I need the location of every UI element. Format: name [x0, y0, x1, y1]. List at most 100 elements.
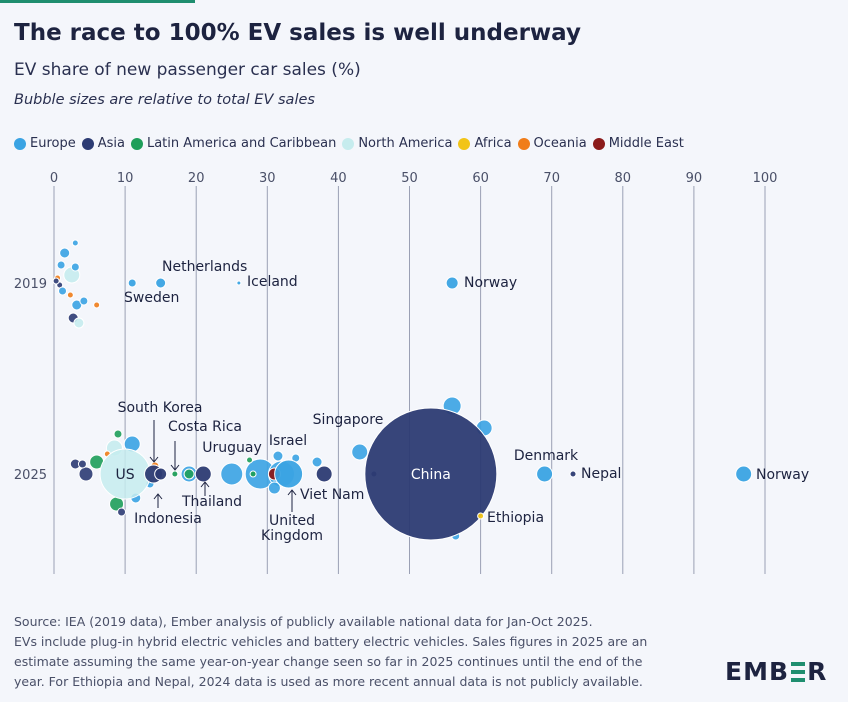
legend-swatch — [458, 137, 471, 150]
bubble — [79, 296, 89, 306]
bubble-norway — [735, 465, 753, 483]
footer-notes: Source: IEA (2019 data), Ember analysis … — [14, 612, 694, 692]
footer-note-2: estimate assuming the same year-on-year … — [14, 654, 643, 669]
x-tick-label: 90 — [686, 171, 703, 186]
label-arrowhead — [200, 481, 210, 488]
label-arrowhead — [170, 464, 180, 471]
footer-note-1: EVs include plug-in hybrid electric vehi… — [14, 634, 648, 649]
legend-label: Middle East — [608, 136, 684, 151]
legend-item: North America — [342, 136, 452, 151]
point-label: Singapore — [313, 412, 384, 428]
bubble-iceland — [236, 280, 242, 286]
bubble — [71, 299, 83, 311]
bubble-ethiopia — [477, 512, 485, 520]
point-label: South Korea — [118, 400, 203, 416]
legend-item: Oceania — [517, 136, 587, 151]
footer-note-3: year. For Ethiopia and Nepal, 2024 data … — [14, 674, 643, 689]
point-label: Kingdom — [261, 528, 323, 544]
bubble — [58, 286, 68, 296]
legend-item: Africa — [458, 136, 512, 151]
bubble-china — [364, 407, 498, 541]
footer-source: Source: IEA (2019 data), Ember analysis … — [14, 614, 593, 629]
bubble-denmark — [536, 465, 554, 483]
bubble — [246, 456, 254, 464]
bubble — [73, 317, 85, 329]
point-label: China — [411, 467, 451, 483]
bubble — [117, 507, 127, 517]
point-label: Norway — [756, 467, 809, 483]
label-arrowhead — [287, 489, 297, 496]
row-label: 2019 — [14, 277, 47, 292]
bubble — [78, 466, 94, 482]
chart-title: The race to 100% EV sales is well underw… — [14, 20, 581, 46]
bubble-united-kingdom — [274, 459, 304, 489]
chart-subtitle: EV share of new passenger car sales (%) — [14, 60, 361, 80]
x-tick-label: 60 — [472, 171, 489, 186]
legend-swatch — [130, 137, 143, 150]
point-label: Israel — [269, 433, 307, 449]
legend-item: Asia — [81, 136, 125, 151]
x-tick-label: 40 — [330, 171, 347, 186]
point-label: Costa Rica — [168, 419, 242, 435]
point-label: Denmark — [514, 448, 579, 464]
point-label: Norway — [464, 275, 517, 291]
bubble-size-note: Bubble sizes are relative to total EV sa… — [14, 92, 315, 108]
x-tick-label: 100 — [753, 171, 778, 186]
bubble-norway — [445, 276, 459, 290]
x-tick-label: 80 — [615, 171, 632, 186]
x-tick-label: 10 — [117, 171, 134, 186]
point-label: Nepal — [581, 466, 621, 482]
legend-label: Europe — [30, 136, 76, 151]
bubble-sweden — [127, 278, 137, 288]
bubble-indonesia — [154, 467, 168, 481]
label-arrowhead — [153, 493, 163, 500]
bubble — [311, 456, 323, 468]
label-arrowhead — [149, 456, 159, 463]
legend-swatch — [81, 137, 94, 150]
point-label: Viet Nam — [300, 487, 364, 503]
point-label: Uruguay — [202, 440, 262, 456]
bubble — [70, 262, 80, 272]
bubble — [272, 450, 284, 462]
point-label: Thailand — [181, 494, 242, 510]
legend-item: Europe — [14, 136, 76, 151]
bubble — [113, 429, 123, 439]
row-label: 2025 — [14, 468, 47, 483]
legend-label: Oceania — [533, 136, 587, 151]
bubble-thailand — [194, 465, 212, 483]
legend-swatch — [517, 137, 530, 150]
point-label: Netherlands — [162, 259, 247, 275]
legend-swatch — [342, 137, 355, 150]
point-label: Iceland — [247, 274, 298, 290]
point-label: United — [269, 513, 315, 529]
accent-bar — [0, 0, 195, 3]
legend: Europe Asia Latin America and Caribbean Nor… — [14, 136, 690, 151]
x-tick-label: 70 — [543, 171, 560, 186]
bubble — [52, 277, 60, 285]
bubble — [267, 481, 281, 495]
bubble-costa-rica — [171, 470, 179, 478]
ember-logo: EMBER — [725, 657, 828, 686]
legend-label: Asia — [97, 136, 125, 151]
bubble-nepal — [569, 470, 577, 478]
point-label: US — [116, 467, 135, 483]
legend-label: North America — [358, 136, 453, 151]
bubble — [351, 443, 369, 461]
bubble — [59, 247, 71, 259]
bubble — [71, 239, 79, 247]
x-tick-label: 50 — [401, 171, 418, 186]
bubble — [56, 260, 66, 270]
legend-swatch — [592, 137, 605, 150]
x-tick-label: 0 — [50, 171, 58, 186]
x-tick-label: 30 — [259, 171, 276, 186]
bubble — [220, 462, 244, 486]
legend-item: Middle East — [592, 136, 684, 151]
bubble — [183, 468, 195, 480]
point-label: Ethiopia — [487, 510, 544, 526]
legend-label: Latin America and Caribbean — [146, 136, 337, 151]
bubble — [66, 291, 74, 299]
legend-item: Latin America and Caribbean — [130, 136, 337, 151]
bubble-chart: 0 10 20 30 40 50 60 70 80 90 100 2019 2025 Netherland… — [14, 171, 809, 574]
bubble — [77, 459, 87, 469]
bubble-netherlands — [155, 277, 167, 289]
